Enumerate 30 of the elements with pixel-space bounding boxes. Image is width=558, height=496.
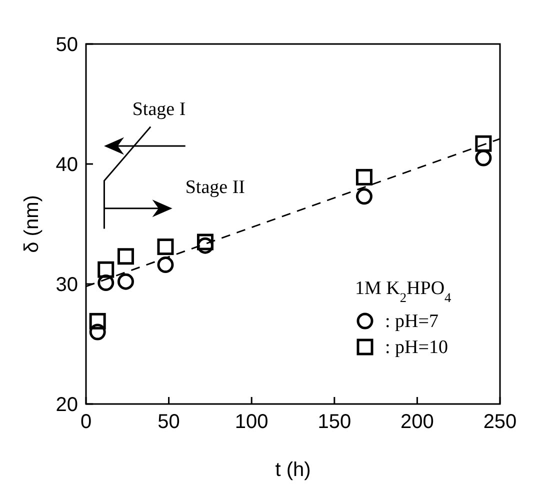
y-axis-title: δ (nm) bbox=[21, 195, 43, 253]
point bbox=[356, 188, 372, 205]
point bbox=[89, 312, 106, 330]
point bbox=[89, 324, 106, 340]
point bbox=[117, 248, 134, 265]
x-tick-label: 0 bbox=[80, 411, 92, 433]
y-tick-label: 50 bbox=[56, 34, 78, 56]
point bbox=[98, 261, 114, 278]
x-tick-label: 250 bbox=[483, 411, 517, 433]
point bbox=[117, 273, 134, 290]
point bbox=[98, 274, 114, 292]
x-tick-label: 50 bbox=[158, 411, 180, 433]
legend-title: 1M K$_{2}$HPO$_{4}$ bbox=[355, 278, 452, 304]
legend-label: : pH=7 bbox=[385, 311, 438, 332]
point bbox=[475, 135, 492, 152]
x-tick-label: 100 bbox=[234, 411, 268, 433]
point bbox=[196, 234, 214, 250]
point bbox=[157, 238, 174, 256]
annotation: Stage I bbox=[132, 98, 186, 120]
annotation: Stage II bbox=[185, 176, 245, 198]
legend-label: : pH=10 bbox=[385, 337, 448, 358]
x-tick-label: 150 bbox=[318, 411, 352, 433]
y-tick-label: 20 bbox=[56, 394, 78, 416]
y-tick-label: 40 bbox=[56, 154, 78, 176]
point bbox=[157, 256, 174, 274]
y-tick-label: 30 bbox=[56, 274, 78, 296]
x-axis-title: t (h) bbox=[275, 459, 311, 481]
x-tick-label: 200 bbox=[400, 411, 434, 433]
point bbox=[475, 150, 492, 166]
point bbox=[356, 168, 372, 186]
